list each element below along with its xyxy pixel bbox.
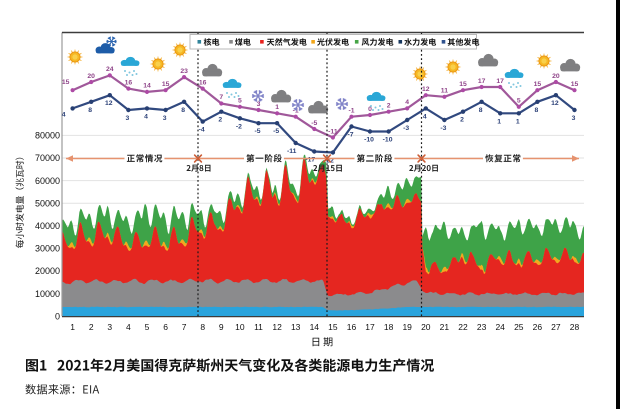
svg-text:7: 7: [219, 94, 223, 101]
svg-text:70000: 70000: [35, 153, 60, 163]
svg-text:3: 3: [257, 101, 261, 108]
svg-text:15: 15: [62, 79, 70, 86]
svg-text:20000: 20000: [35, 266, 60, 276]
svg-text:16: 16: [125, 79, 133, 86]
svg-text:-1: -1: [348, 108, 354, 115]
svg-text:24: 24: [106, 66, 114, 73]
svg-text:8: 8: [181, 107, 185, 114]
svg-text:4: 4: [126, 322, 131, 332]
svg-text:26: 26: [533, 322, 543, 332]
svg-text:20: 20: [552, 73, 560, 80]
svg-text:2: 2: [460, 117, 464, 124]
svg-text:11: 11: [441, 88, 448, 95]
svg-text:22: 22: [458, 322, 468, 332]
svg-text:1: 1: [275, 104, 279, 111]
svg-text:14: 14: [143, 83, 151, 90]
svg-text:13: 13: [291, 322, 301, 332]
svg-text:12: 12: [422, 86, 430, 93]
svg-text:3: 3: [107, 322, 112, 332]
svg-text:8: 8: [479, 107, 483, 114]
svg-text:4: 4: [144, 113, 148, 120]
svg-text:2: 2: [218, 117, 222, 124]
svg-text:20: 20: [87, 73, 95, 80]
svg-text:17: 17: [365, 322, 375, 332]
svg-text:-5: -5: [254, 128, 260, 135]
svg-text:19: 19: [402, 322, 412, 332]
svg-text:16: 16: [199, 79, 207, 86]
svg-text:15: 15: [571, 81, 579, 88]
svg-text:23: 23: [477, 322, 487, 332]
svg-text:21: 21: [440, 322, 450, 332]
svg-text:80000: 80000: [35, 131, 60, 141]
svg-text:4: 4: [405, 99, 409, 106]
svg-text:16: 16: [347, 322, 357, 332]
svg-text:8: 8: [200, 322, 205, 332]
svg-text:4: 4: [423, 113, 427, 120]
svg-text:60000: 60000: [35, 176, 60, 186]
svg-text:-11: -11: [287, 148, 297, 155]
svg-text:-5: -5: [273, 128, 279, 135]
svg-text:-3: -3: [440, 125, 446, 132]
svg-text:24: 24: [495, 322, 505, 332]
svg-text:10000: 10000: [35, 289, 60, 299]
svg-text:1: 1: [497, 118, 501, 125]
svg-text:28: 28: [570, 322, 580, 332]
svg-text:20: 20: [421, 322, 431, 332]
svg-text:12: 12: [105, 100, 113, 107]
svg-text:-10: -10: [364, 137, 374, 144]
svg-text:30000: 30000: [35, 244, 60, 254]
svg-text:1: 1: [70, 322, 75, 332]
svg-text:8: 8: [535, 107, 539, 114]
svg-text:-4: -4: [199, 127, 205, 134]
svg-text:9: 9: [219, 322, 224, 332]
svg-text:2: 2: [387, 103, 391, 110]
svg-text:-10: -10: [383, 137, 393, 144]
svg-text:-3: -3: [403, 125, 409, 132]
svg-text:12: 12: [551, 100, 559, 107]
svg-text:6: 6: [163, 322, 168, 332]
svg-text:18: 18: [384, 322, 394, 332]
svg-text:1: 1: [516, 118, 520, 125]
svg-text:2: 2: [89, 322, 94, 332]
svg-text:0: 0: [368, 106, 372, 113]
svg-text:10: 10: [235, 322, 245, 332]
svg-text:12: 12: [272, 322, 282, 332]
svg-text:-1: -1: [293, 108, 299, 115]
svg-text:17: 17: [478, 78, 486, 85]
svg-text:17: 17: [496, 78, 504, 85]
svg-text:0: 0: [55, 311, 60, 321]
svg-text:14: 14: [310, 322, 320, 332]
svg-text:3: 3: [126, 115, 130, 122]
svg-text:-2: -2: [236, 123, 242, 130]
svg-text:5: 5: [517, 98, 521, 105]
svg-text:7: 7: [182, 322, 187, 332]
svg-text:15: 15: [534, 81, 542, 88]
svg-text:15: 15: [328, 322, 338, 332]
svg-text:40000: 40000: [35, 221, 60, 231]
svg-text:50000: 50000: [35, 198, 60, 208]
svg-text:-11: -11: [328, 128, 338, 135]
svg-text:3: 3: [572, 115, 576, 122]
svg-text:15: 15: [459, 81, 467, 88]
svg-text:-5: -5: [311, 120, 317, 127]
svg-text:-17: -17: [305, 157, 315, 164]
svg-text:25: 25: [514, 322, 524, 332]
svg-text:15: 15: [162, 81, 170, 88]
svg-text:23: 23: [180, 68, 188, 75]
svg-text:11: 11: [254, 322, 263, 332]
svg-text:-7: -7: [347, 132, 353, 139]
svg-text:4: 4: [62, 111, 66, 118]
svg-text:8: 8: [88, 107, 92, 114]
svg-text:5: 5: [145, 322, 150, 332]
svg-text:27: 27: [551, 322, 561, 332]
svg-text:3: 3: [163, 115, 167, 122]
svg-text:5: 5: [238, 98, 242, 105]
